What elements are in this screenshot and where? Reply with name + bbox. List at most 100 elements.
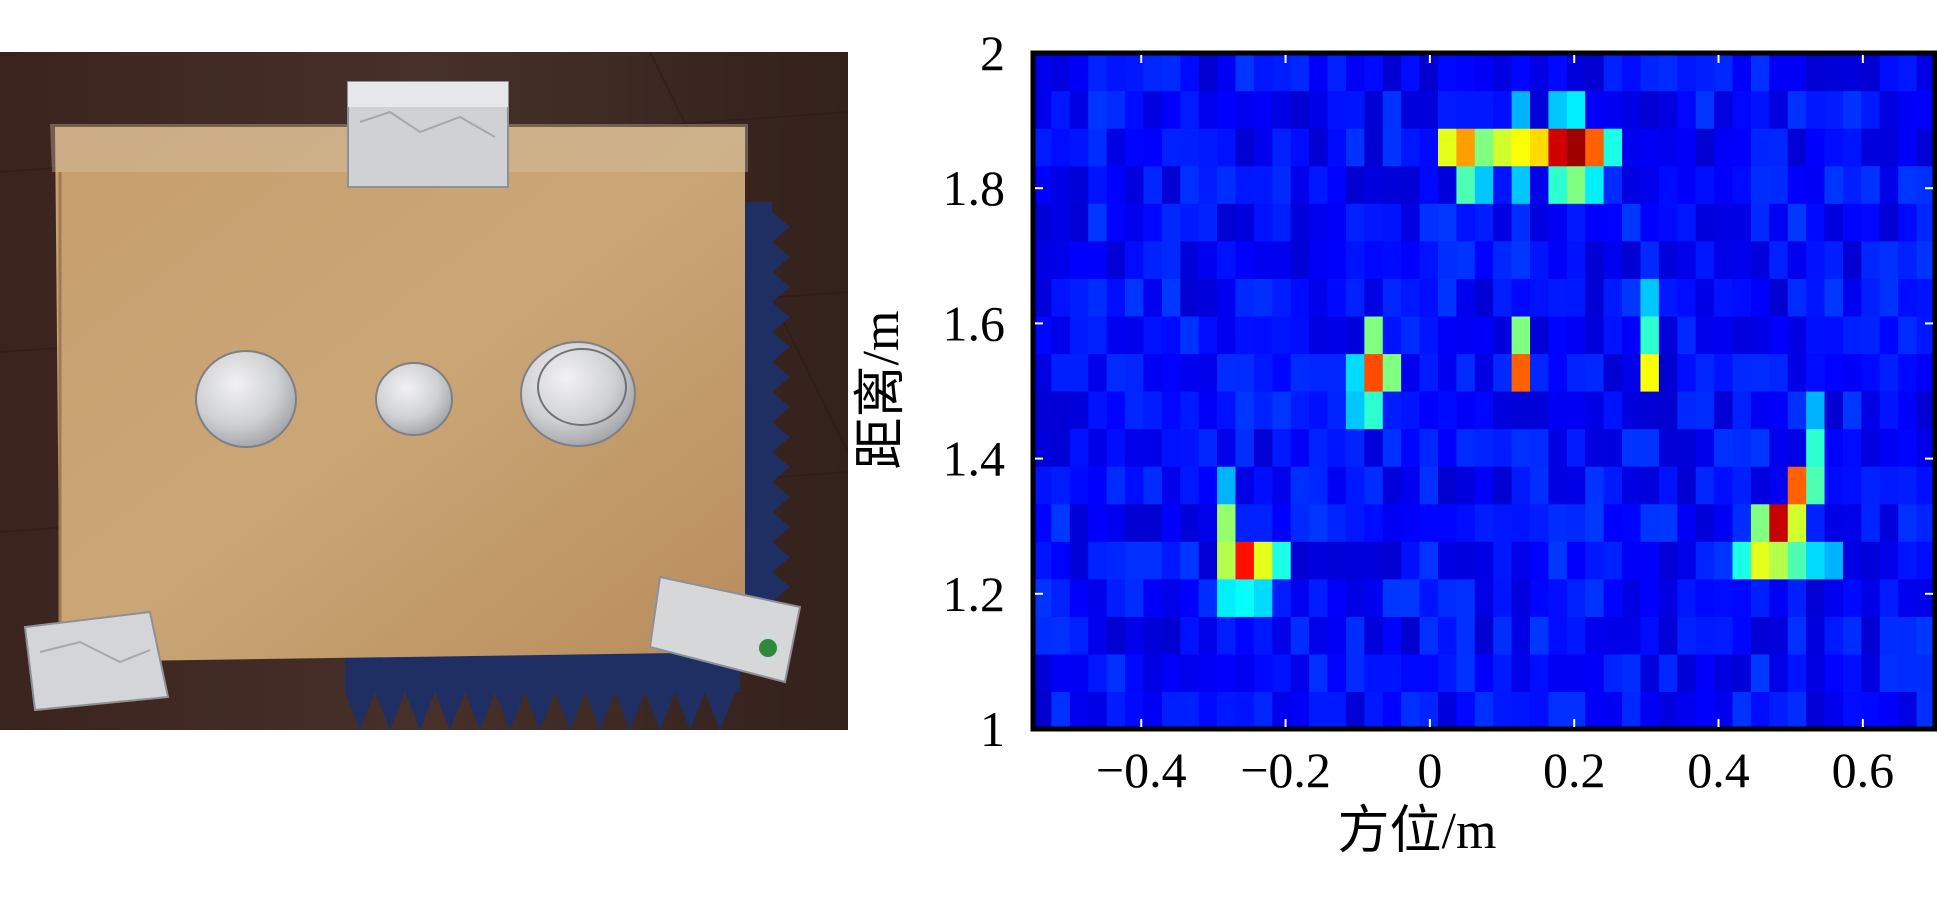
- heatmap-cell: [1622, 541, 1642, 580]
- heatmap-cell: [1898, 128, 1918, 167]
- heatmap-cell: [1309, 315, 1329, 355]
- heatmap-cell: [1530, 503, 1550, 542]
- heatmap-cell: [1327, 90, 1347, 129]
- heatmap-cell: [1272, 466, 1292, 505]
- heatmap-cell: [1824, 165, 1844, 204]
- heatmap-cell: [1474, 53, 1494, 92]
- heatmap-cell: [1272, 203, 1292, 242]
- heatmap-cell: [1842, 90, 1862, 129]
- heatmap-cell: [1898, 391, 1918, 430]
- heatmap-cell: [1898, 90, 1918, 129]
- heatmap-cell: [1640, 165, 1660, 204]
- heatmap-cell: [1603, 53, 1623, 92]
- heatmap-cell: [1327, 428, 1347, 467]
- heatmap-cell: [1235, 315, 1255, 355]
- x-tick-label: 0.4: [1687, 742, 1750, 798]
- heatmap-cell: [1658, 353, 1678, 392]
- heatmap-cell: [1548, 616, 1568, 655]
- heatmap-cell: [1769, 466, 1789, 505]
- heatmap-cell: [1585, 165, 1605, 204]
- heatmap-cell: [1272, 578, 1292, 617]
- heatmap-cell: [1069, 278, 1089, 317]
- heatmap-cell: [1842, 128, 1862, 167]
- heatmap-cell: [1143, 90, 1163, 129]
- heatmap-cell: [1143, 691, 1163, 730]
- heatmap-cell: [1677, 428, 1697, 467]
- heatmap-cell: [1033, 541, 1053, 580]
- heatmap-cell: [1033, 616, 1053, 655]
- heatmap-cell: [1898, 466, 1918, 505]
- heatmap-cell: [1456, 653, 1476, 693]
- heatmap-cell: [1364, 353, 1384, 392]
- heatmap-cell: [1456, 315, 1476, 355]
- heatmap-cell: [1364, 240, 1384, 279]
- heatmap-cell: [1622, 616, 1642, 655]
- heatmap-cell: [1511, 353, 1531, 392]
- heatmap-cell: [1051, 278, 1071, 317]
- heatmap-cell: [1622, 428, 1642, 467]
- heatmap-cell: [1658, 466, 1678, 505]
- heatmap-cell: [1530, 240, 1550, 279]
- heatmap-cell: [1750, 203, 1770, 242]
- heatmap-cell: [1051, 203, 1071, 242]
- heatmap-cell: [1235, 503, 1255, 542]
- heatmap-cell: [1290, 391, 1310, 430]
- heatmap-cell: [1272, 315, 1292, 355]
- heatmap-cell: [1566, 616, 1586, 655]
- heatmap-cell: [1309, 391, 1329, 430]
- heatmap-cell: [1088, 391, 1108, 430]
- x-tick-label: 0.2: [1543, 742, 1606, 798]
- heatmap-cell: [1658, 128, 1678, 167]
- heatmap-cell: [1217, 203, 1237, 242]
- heatmap-cell: [1125, 578, 1145, 617]
- heatmap-cell: [1548, 203, 1568, 242]
- heatmap-cell: [1861, 278, 1881, 317]
- heatmap-cell: [1732, 165, 1752, 204]
- heatmap-cell: [1419, 315, 1439, 355]
- heatmap-cell: [1069, 616, 1089, 655]
- heatmap-cell: [1437, 503, 1457, 542]
- heatmap-cell: [1125, 653, 1145, 693]
- heatmap-cell: [1732, 128, 1752, 167]
- heatmap-cell: [1603, 466, 1623, 505]
- heatmap-cell: [1125, 278, 1145, 317]
- heatmap-cell: [1180, 428, 1200, 467]
- heatmap-cell: [1161, 278, 1181, 317]
- heatmap-cell: [1493, 691, 1513, 730]
- heatmap-cell: [1106, 278, 1126, 317]
- heatmap-cell: [1732, 353, 1752, 392]
- heatmap-cell: [1143, 541, 1163, 580]
- heatmap-cell: [1309, 53, 1329, 92]
- heatmap-cell: [1824, 541, 1844, 580]
- heatmap-cell: [1161, 541, 1181, 580]
- heatmap-cell: [1106, 691, 1126, 730]
- heatmap-cell: [1898, 315, 1918, 355]
- heatmap-cell: [1327, 315, 1347, 355]
- heatmap-cell: [1456, 128, 1476, 167]
- heatmap-cell: [1345, 240, 1365, 279]
- heatmap-cell: [1916, 203, 1936, 242]
- heatmap-cell: [1419, 90, 1439, 129]
- heatmap-cell: [1069, 428, 1089, 467]
- heatmap-cell: [1345, 466, 1365, 505]
- heatmap-cell: [1033, 278, 1053, 317]
- heatmap-cell: [1842, 466, 1862, 505]
- heatmap-cell: [1180, 653, 1200, 693]
- heatmap-cell: [1622, 128, 1642, 167]
- heatmap-cell: [1051, 128, 1071, 167]
- heatmap-cell: [1290, 128, 1310, 167]
- heatmap-cell: [1382, 616, 1402, 655]
- heatmap-cell: [1051, 466, 1071, 505]
- heatmap-cell: [1640, 90, 1660, 129]
- heatmap-cell: [1493, 90, 1513, 129]
- heatmap-cell: [1106, 541, 1126, 580]
- heatmap-cell: [1217, 691, 1237, 730]
- heatmap-chart: −0.4 −0.2 0 0.2 0.4 0.6 1 1.2 1.4 1.6 1.8 2 方位/m 距…: [850, 0, 1937, 894]
- heatmap-cell: [1493, 616, 1513, 655]
- heatmap-cell: [1732, 541, 1752, 580]
- heatmap-cell: [1714, 128, 1734, 167]
- heatmap-cell: [1603, 203, 1623, 242]
- heatmap-cell: [1253, 128, 1273, 167]
- heatmap-cell: [1345, 203, 1365, 242]
- heatmap-cell: [1640, 466, 1660, 505]
